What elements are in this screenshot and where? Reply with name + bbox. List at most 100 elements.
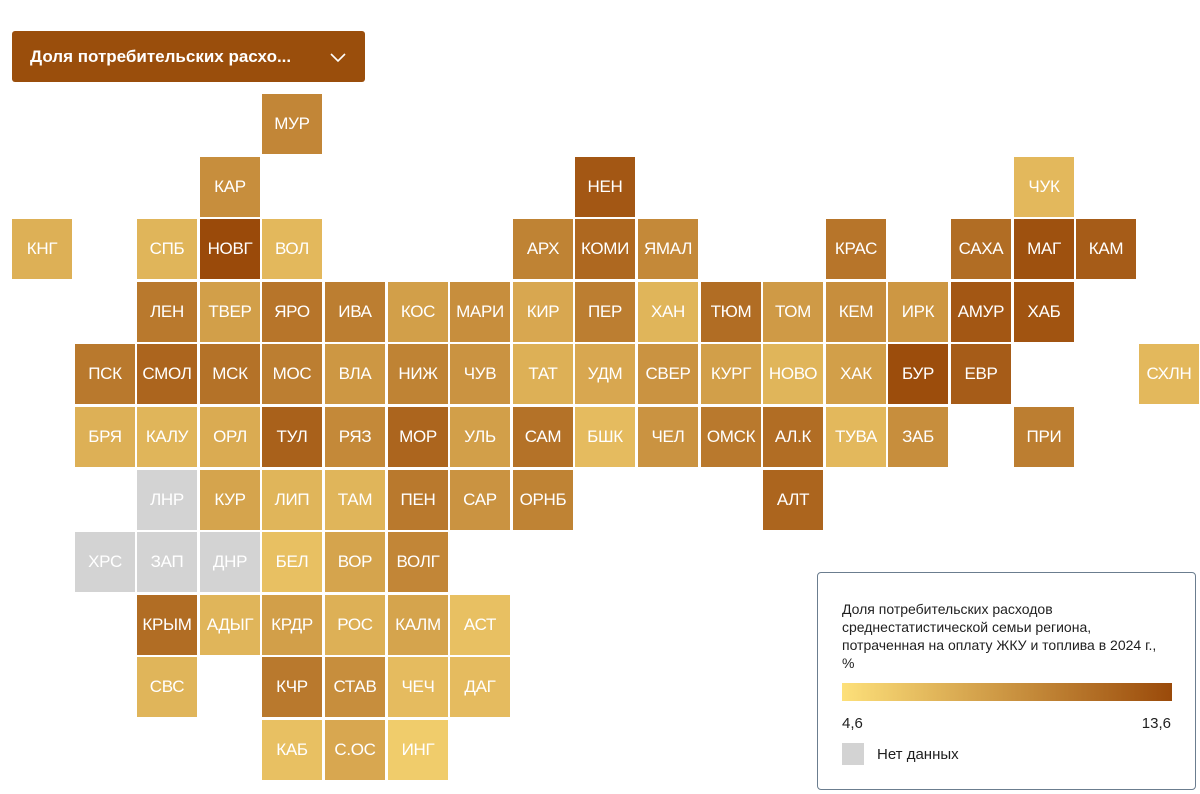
- region-tile-ниж[interactable]: НИЖ: [388, 344, 448, 404]
- region-tile-label: АМУР: [957, 302, 1005, 321]
- region-tile-кар[interactable]: КАР: [200, 157, 260, 217]
- region-tile-тул[interactable]: ТУЛ: [262, 407, 322, 467]
- region-tile-label: ДАГ: [464, 677, 496, 696]
- region-tile-свер[interactable]: СВЕР: [638, 344, 698, 404]
- region-tile-тат[interactable]: ТАТ: [513, 344, 573, 404]
- region-tile-ямал[interactable]: ЯМАЛ: [638, 219, 698, 279]
- region-tile-тюм[interactable]: ТЮМ: [701, 282, 761, 342]
- region-tile-пер[interactable]: ПЕР: [575, 282, 635, 342]
- region-tile-ряз[interactable]: РЯЗ: [325, 407, 385, 467]
- region-tile-label: САХА: [958, 239, 1004, 258]
- region-tile-лип[interactable]: ЛИП: [262, 470, 322, 530]
- region-tile-вла[interactable]: ВЛА: [325, 344, 385, 404]
- region-tile-кнг[interactable]: КНГ: [12, 219, 72, 279]
- region-tile-сам[interactable]: САМ: [513, 407, 573, 467]
- region-tile-крдр[interactable]: КРДР: [262, 595, 322, 655]
- region-tile-чел[interactable]: ЧЕЛ: [638, 407, 698, 467]
- region-tile-мари[interactable]: МАРИ: [450, 282, 510, 342]
- region-tile-хрс[interactable]: ХРС: [75, 532, 135, 592]
- region-tile-схлн[interactable]: СХЛН: [1139, 344, 1199, 404]
- region-tile-кам[interactable]: КАМ: [1076, 219, 1136, 279]
- region-tile-чук[interactable]: ЧУК: [1014, 157, 1074, 217]
- region-tile-пен[interactable]: ПЕН: [388, 470, 448, 530]
- region-tile-зап[interactable]: ЗАП: [137, 532, 197, 592]
- region-tile-хаб[interactable]: ХАБ: [1014, 282, 1074, 342]
- region-tile-вор[interactable]: ВОР: [325, 532, 385, 592]
- region-tile-коми[interactable]: КОМИ: [575, 219, 635, 279]
- region-tile-свс[interactable]: СВС: [137, 657, 197, 717]
- region-tile-маг[interactable]: МАГ: [1014, 219, 1074, 279]
- region-tile-чеч[interactable]: ЧЕЧ: [388, 657, 448, 717]
- region-tile-ново[interactable]: НОВО: [763, 344, 823, 404]
- region-tile-сар[interactable]: САР: [450, 470, 510, 530]
- region-tile-крас[interactable]: КРАС: [826, 219, 886, 279]
- region-tile-саха[interactable]: САХА: [951, 219, 1011, 279]
- region-tile-алт[interactable]: АЛТ: [763, 470, 823, 530]
- region-tile-амур[interactable]: АМУР: [951, 282, 1011, 342]
- region-tile-там[interactable]: ТАМ: [325, 470, 385, 530]
- region-tile-рос[interactable]: РОС: [325, 595, 385, 655]
- region-tile-label: УДМ: [587, 364, 623, 383]
- region-tile-хак[interactable]: ХАК: [826, 344, 886, 404]
- region-tile-крым[interactable]: КРЫМ: [137, 595, 197, 655]
- region-tile-днр[interactable]: ДНР: [200, 532, 260, 592]
- region-tile-омск[interactable]: ОМСК: [701, 407, 761, 467]
- region-tile-бур[interactable]: БУР: [888, 344, 948, 404]
- region-tile-кос[interactable]: КОС: [388, 282, 448, 342]
- region-tile-кем[interactable]: КЕМ: [826, 282, 886, 342]
- region-tile-аст[interactable]: АСТ: [450, 595, 510, 655]
- region-tile-волг[interactable]: ВОЛГ: [388, 532, 448, 592]
- region-tile-label: ПЕР: [588, 302, 622, 321]
- region-tile-кчр[interactable]: КЧР: [262, 657, 322, 717]
- region-tile-орл[interactable]: ОРЛ: [200, 407, 260, 467]
- region-tile-label: УЛЬ: [464, 427, 496, 446]
- region-tile-уль[interactable]: УЛЬ: [450, 407, 510, 467]
- region-tile-спб[interactable]: СПБ: [137, 219, 197, 279]
- region-tile-лен[interactable]: ЛЕН: [137, 282, 197, 342]
- region-tile-том[interactable]: ТОМ: [763, 282, 823, 342]
- region-tile-кург[interactable]: КУРГ: [701, 344, 761, 404]
- region-tile-чув[interactable]: ЧУВ: [450, 344, 510, 404]
- region-tile-евр[interactable]: ЕВР: [951, 344, 1011, 404]
- region-tile-орнб[interactable]: ОРНБ: [513, 470, 573, 530]
- region-tile-ива[interactable]: ИВА: [325, 282, 385, 342]
- region-tile-лнр[interactable]: ЛНР: [137, 470, 197, 530]
- region-tile-заб[interactable]: ЗАБ: [888, 407, 948, 467]
- region-tile-инг[interactable]: ИНГ: [388, 720, 448, 780]
- region-tile-даг[interactable]: ДАГ: [450, 657, 510, 717]
- region-tile-ирк[interactable]: ИРК: [888, 282, 948, 342]
- region-tile-удм[interactable]: УДМ: [575, 344, 635, 404]
- region-tile-мск[interactable]: МСК: [200, 344, 260, 404]
- region-tile-каб[interactable]: КАБ: [262, 720, 322, 780]
- region-tile-кур[interactable]: КУР: [200, 470, 260, 530]
- region-tile-став[interactable]: СТАВ: [325, 657, 385, 717]
- region-tile-кир[interactable]: КИР: [513, 282, 573, 342]
- region-tile-вол[interactable]: ВОЛ: [262, 219, 322, 279]
- region-tile-яро[interactable]: ЯРО: [262, 282, 322, 342]
- region-tile-мор[interactable]: МОР: [388, 407, 448, 467]
- region-tile-смол[interactable]: СМОЛ: [137, 344, 197, 404]
- region-tile-бшк[interactable]: БШК: [575, 407, 635, 467]
- region-tile-сос[interactable]: С.ОС: [325, 720, 385, 780]
- indicator-select-label: Доля потребительских расхо...: [30, 46, 292, 66]
- region-tile-новг[interactable]: НОВГ: [200, 219, 260, 279]
- region-tile-label: БЕЛ: [275, 552, 309, 571]
- region-tile-калм[interactable]: КАЛМ: [388, 595, 448, 655]
- region-tile-адыг[interactable]: АДЫГ: [200, 595, 260, 655]
- region-tile-алк[interactable]: АЛ.К: [763, 407, 823, 467]
- region-tile-нен[interactable]: НЕН: [575, 157, 635, 217]
- region-tile-пск[interactable]: ПСК: [75, 344, 135, 404]
- region-tile-при[interactable]: ПРИ: [1014, 407, 1074, 467]
- region-tile-хан[interactable]: ХАН: [638, 282, 698, 342]
- region-tile-калу[interactable]: КАЛУ: [137, 407, 197, 467]
- region-tile-бря[interactable]: БРЯ: [75, 407, 135, 467]
- region-tile-label: ТВЕР: [208, 302, 252, 321]
- region-tile-бел[interactable]: БЕЛ: [262, 532, 322, 592]
- region-tile-арх[interactable]: АРХ: [513, 219, 573, 279]
- region-tile-твер[interactable]: ТВЕР: [200, 282, 260, 342]
- region-tile-мос[interactable]: МОС: [262, 344, 322, 404]
- region-tile-мур[interactable]: МУР: [262, 94, 322, 154]
- region-tile-тува[interactable]: ТУВА: [826, 407, 886, 467]
- region-tile-label: ЯМАЛ: [643, 239, 693, 258]
- indicator-select[interactable]: Доля потребительских расхо...: [12, 31, 365, 82]
